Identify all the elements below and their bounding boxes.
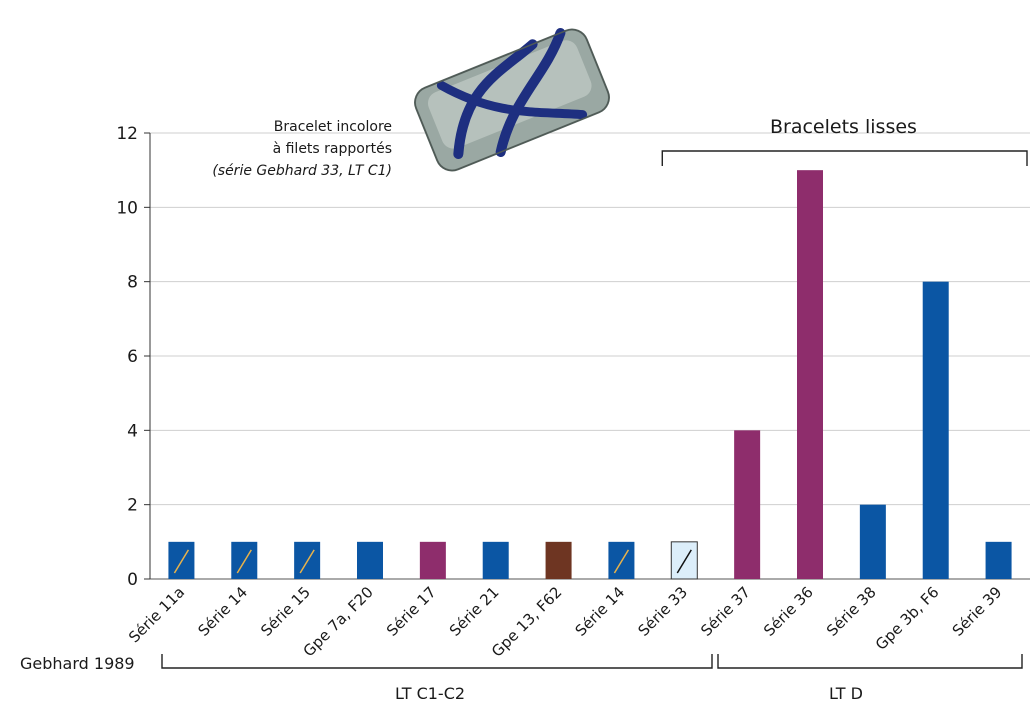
- bar-7: [545, 541, 572, 579]
- x-tick-label-11: Série 36: [760, 583, 817, 640]
- x-tick-label-8: Série 14: [572, 583, 629, 640]
- x-tick-label-12: Série 38: [823, 583, 880, 640]
- bar-hatch-1: [173, 549, 190, 574]
- bars: [168, 170, 1012, 580]
- y-tick-label-2: 2: [127, 496, 138, 516]
- bracket-lt-d: [717, 654, 1023, 669]
- bar-13: [922, 281, 949, 579]
- x-tick-label-2: Série 14: [194, 583, 251, 640]
- x-tick-label-9: Série 33: [634, 583, 691, 640]
- y-tick-label-6: 6: [127, 347, 138, 367]
- bar-10: [734, 430, 761, 579]
- bar-hatch-8: [613, 549, 630, 574]
- x-tick-label-6: Série 21: [446, 583, 503, 640]
- y-tick-label-12: 12: [116, 124, 138, 144]
- x-tick-label-10: Série 37: [697, 583, 754, 640]
- y-tick-label-10: 10: [116, 198, 138, 218]
- y-tick-label-8: 8: [127, 273, 138, 293]
- bar-hatch-9: [676, 549, 692, 574]
- annotation-line-2: à filets rapportés: [272, 141, 392, 157]
- bar-hatch-2: [236, 549, 252, 574]
- group-brackets: [161, 150, 1028, 669]
- bracket-bracelets-lisses: [661, 150, 1028, 166]
- bar-hatch-3: [299, 549, 315, 574]
- bracket-lt-c1-c2: [161, 654, 713, 669]
- x-tick-label-3: Série 15: [257, 583, 314, 640]
- bar-4: [357, 541, 383, 579]
- annotation-line-1: Bracelet incolore: [273, 119, 392, 135]
- group-label-lt-d: LT D: [829, 684, 863, 703]
- y-tick-label-0: 0: [127, 570, 138, 590]
- bar-11: [797, 170, 823, 579]
- bracelets-lisses-title: Bracelets lisses: [770, 116, 917, 138]
- y-tick-label-4: 4: [127, 421, 138, 441]
- grid-lines: [150, 132, 1030, 580]
- y-axis: 0 2 4 6 8 10 12: [116, 124, 151, 590]
- bar-12: [859, 504, 886, 579]
- group-label-lt-c1-c2: LT C1-C2: [395, 684, 466, 703]
- x-tick-label-13: Gpe 3b, F6: [872, 583, 943, 654]
- bracelet-photo: [414, 27, 610, 172]
- bar-6: [482, 541, 509, 579]
- bar-14: [985, 541, 1012, 579]
- annotation-line-3: (série Gebhard 33, LT C1): [212, 163, 392, 179]
- x-tick-label-14: Série 39: [949, 583, 1006, 640]
- bar-5: [419, 541, 446, 579]
- reference-label: Gebhard 1989: [20, 654, 135, 673]
- x-tick-label-1: Série 11a: [125, 583, 188, 646]
- bracelet-annotation: Bracelet incolore à filets rapportés (sé…: [160, 116, 392, 182]
- x-tick-label-5: Série 17: [383, 583, 440, 640]
